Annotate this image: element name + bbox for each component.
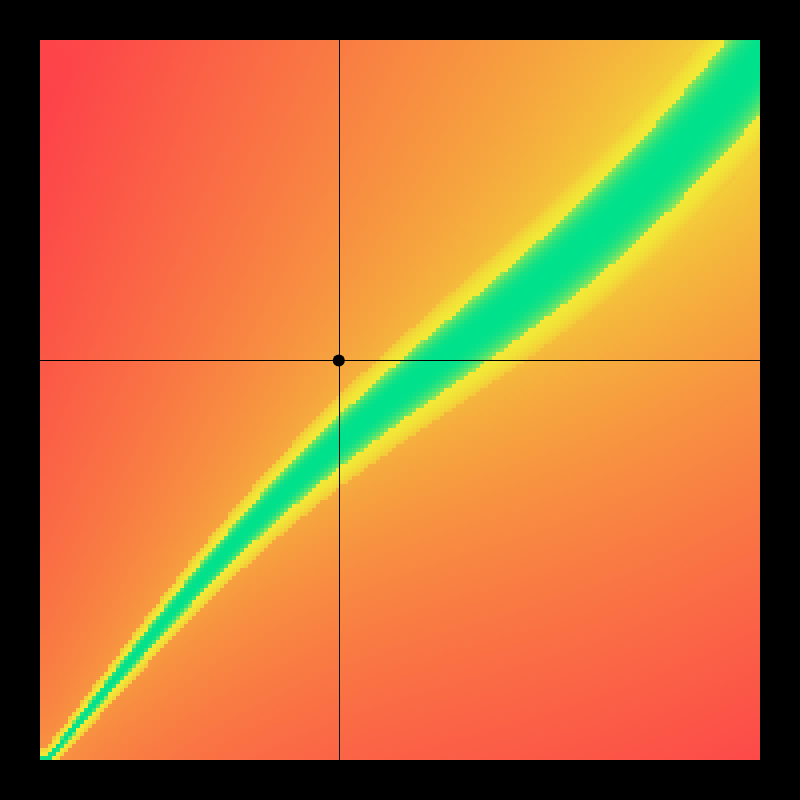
bottleneck-heatmap <box>0 0 800 800</box>
